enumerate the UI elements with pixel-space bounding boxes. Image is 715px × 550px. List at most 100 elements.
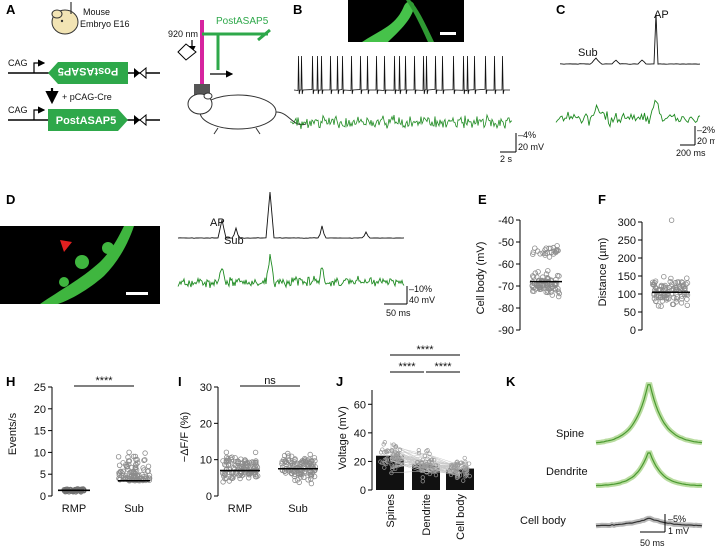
data-point bbox=[223, 449, 230, 455]
data-point bbox=[246, 459, 252, 466]
panel-j-ylabel: Voltage (mV) bbox=[337, 406, 349, 470]
panel-j-sig-2: **** bbox=[434, 361, 452, 373]
tick-label-5: -90 bbox=[498, 325, 514, 337]
panel-i: I −ΔF/F (%) 30 20 10 0 ns RMP Sub bbox=[178, 374, 318, 515]
data-point bbox=[126, 449, 132, 455]
spine-d-2 bbox=[102, 242, 114, 254]
tick-label-6: 0 bbox=[630, 325, 636, 337]
data-point bbox=[232, 455, 238, 461]
panel-h-sig: **** bbox=[95, 375, 113, 387]
data-point bbox=[393, 444, 399, 449]
spine-d-1 bbox=[75, 255, 89, 269]
data-point bbox=[669, 281, 675, 287]
sub-label-c: Sub bbox=[578, 47, 598, 59]
panel-j: J Voltage (mV) 60 40 20 0 **** **** **** Sp… bbox=[336, 344, 474, 540]
panel-h-cat-1: Sub bbox=[124, 503, 144, 515]
data-point bbox=[429, 466, 434, 471]
data-point bbox=[385, 455, 390, 461]
data-point bbox=[307, 461, 313, 467]
data-point bbox=[415, 463, 420, 468]
data-point bbox=[307, 469, 313, 475]
data-point bbox=[433, 468, 438, 474]
data-point bbox=[226, 478, 232, 484]
panel-i-medians bbox=[220, 467, 318, 472]
data-point bbox=[141, 467, 147, 473]
data-point bbox=[428, 464, 433, 469]
tick-label-1: -50 bbox=[498, 237, 514, 249]
dendrite-mean-trace bbox=[595, 452, 703, 487]
data-point bbox=[543, 271, 550, 277]
tick-label-3: 0 bbox=[206, 491, 212, 503]
cre-label: + pCAG-Cre bbox=[62, 92, 112, 102]
data-point bbox=[305, 477, 311, 483]
panel-b: B –4% 20 mV 2 s bbox=[290, 0, 544, 164]
tick-label-0: 30 bbox=[200, 382, 212, 394]
data-point bbox=[433, 472, 439, 478]
data-point bbox=[131, 477, 137, 483]
data-point bbox=[451, 462, 456, 468]
panel-f: F Distance (µm) 300 250 200 150 100 50 0 bbox=[597, 192, 691, 337]
data-point bbox=[307, 451, 313, 458]
data-point bbox=[553, 248, 559, 254]
data-point bbox=[666, 284, 672, 291]
data-point bbox=[384, 457, 390, 463]
data-point bbox=[394, 451, 399, 456]
mouse-label: Mouse bbox=[83, 7, 110, 17]
data-point bbox=[292, 457, 298, 463]
scale-c-mv: 20 mV bbox=[697, 136, 715, 146]
data-point bbox=[537, 286, 543, 292]
panel-i-ticks: 30 20 10 0 bbox=[200, 382, 218, 503]
data-point bbox=[229, 475, 235, 481]
data-point bbox=[225, 462, 232, 469]
data-point bbox=[679, 283, 685, 289]
lox-site-2b bbox=[139, 113, 147, 127]
fluorescence-trace-c bbox=[555, 99, 701, 129]
data-point bbox=[288, 453, 295, 459]
data-point bbox=[122, 474, 129, 481]
row-label-dendrite: Dendrite bbox=[546, 466, 588, 478]
data-point bbox=[279, 461, 285, 467]
data-point bbox=[416, 450, 422, 456]
data-point bbox=[380, 447, 385, 452]
panel-i-letter: I bbox=[178, 374, 182, 389]
data-point bbox=[390, 466, 395, 472]
data-point bbox=[294, 477, 301, 483]
panel-i-ylabel: −ΔF/F (%) bbox=[179, 412, 191, 462]
scale-k-mv: 1 mV bbox=[668, 526, 689, 536]
panel-j-cat-0: Spines bbox=[385, 494, 397, 528]
data-point bbox=[461, 478, 466, 483]
data-point bbox=[239, 463, 245, 469]
data-point bbox=[465, 468, 470, 473]
tick-label-0: 25 bbox=[34, 382, 46, 394]
spine-sem-band bbox=[595, 382, 703, 446]
data-point bbox=[535, 269, 541, 275]
data-point bbox=[463, 461, 468, 466]
data-point bbox=[128, 464, 135, 471]
spine-marker-arrowhead bbox=[60, 240, 72, 252]
dendrite-d bbox=[40, 226, 134, 304]
scale-b-time: 2 s bbox=[500, 154, 513, 164]
data-point bbox=[548, 277, 555, 283]
data-point bbox=[308, 472, 314, 479]
data-point bbox=[389, 447, 395, 453]
sub-label-d: Sub bbox=[224, 235, 244, 247]
data-point bbox=[420, 479, 425, 484]
data-point bbox=[427, 451, 432, 456]
data-point bbox=[299, 458, 306, 464]
data-point bbox=[466, 461, 472, 466]
panel-h-points bbox=[61, 449, 153, 495]
panel-a: A Mouse Embryo E16 CAG PostASAP5 + pCAG-… bbox=[6, 2, 307, 135]
data-point bbox=[395, 462, 400, 468]
panel-f-points bbox=[650, 217, 691, 309]
tick-label-2: 15 bbox=[34, 426, 46, 438]
data-point bbox=[139, 472, 145, 478]
tick-label-2: -60 bbox=[498, 259, 514, 271]
data-point bbox=[661, 274, 667, 280]
paired-line bbox=[389, 460, 461, 475]
gene-flipped-label: PostASAP5 bbox=[58, 65, 119, 77]
tick-label-1: 250 bbox=[618, 235, 636, 247]
data-point bbox=[658, 282, 665, 289]
data-point bbox=[130, 471, 136, 477]
gene-box bbox=[48, 109, 128, 131]
data-point bbox=[292, 477, 298, 484]
